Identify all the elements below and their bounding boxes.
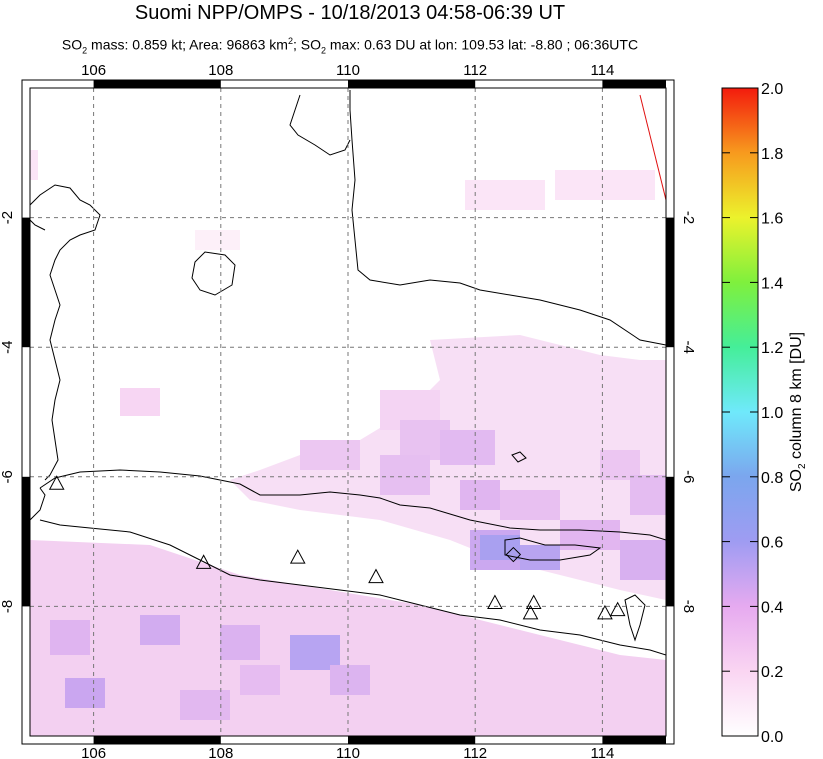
lat-tick-left: -4 [0, 341, 16, 354]
lon-tick-top: 114 [590, 62, 614, 79]
colorbar-tick-label: 1.8 [761, 146, 783, 163]
subtitle-mass: mass: 0.859 kt; Area: 96863 km [87, 36, 288, 53]
subtitle-so2-a-sub: 2 [82, 45, 88, 56]
lon-tick-bottom: 106 [81, 745, 106, 759]
map-subtitle: SO2 mass: 0.859 kt; Area: 96863 km2; SO2… [0, 36, 700, 55]
lon-tick-bottom: 108 [208, 745, 233, 759]
map-frame [21, 79, 675, 745]
lat-tick-left: -8 [0, 600, 16, 613]
volcano-triangle [522, 604, 539, 620]
lon-tick-bottom: 112 [463, 745, 487, 759]
graticule [30, 88, 666, 736]
colorbar-label-unit: column 8 km [DU] [787, 331, 805, 464]
max-diamond [505, 546, 522, 563]
colorbar-tick-label: 0.4 [761, 599, 783, 616]
lon-tick-bottom: 110 [336, 745, 360, 759]
colorbar-tick-label: 0.6 [761, 535, 783, 552]
so2-max-marker [505, 546, 522, 563]
coastlines [30, 90, 666, 656]
lon-tick-bottom: 114 [590, 745, 614, 759]
volcano-triangle [487, 594, 503, 610]
colorbar-tick-label: 0.0 [761, 729, 783, 746]
lat-tick-left: -6 [0, 470, 16, 483]
map-title: Suomi NPP/OMPS - 10/18/2013 04:58-06:39 … [134, 2, 566, 24]
volcano-triangle [195, 554, 212, 569]
volcano-triangle [289, 549, 306, 564]
lon-tick-top: 110 [336, 62, 360, 79]
colorbar-ticks: 0.0 0.2 0.4 0.6 0.8 1.0 1.2 1.4 1.6 1.8 2.0 [722, 81, 783, 746]
colorbar-tick-label: 1.6 [761, 211, 783, 228]
so2-pixels [30, 150, 666, 736]
subtitle-max: max: 0.63 DU at lon: 109.53 lat: -8.80 ;… [326, 36, 639, 53]
lon-tick-top: 108 [208, 62, 233, 79]
colorbar-tick-label: 1.4 [761, 275, 783, 292]
colorbar-tick-label: 1.0 [761, 405, 783, 422]
volcano-triangle [609, 601, 626, 617]
lat-tick-right: -4 [680, 341, 697, 354]
colorbar-tick-label: 2.0 [761, 81, 783, 98]
colorbar-label-so2: SO [787, 469, 805, 493]
colorbar-tick-label: 0.2 [761, 664, 783, 681]
colorbar-tick-label: 0.8 [761, 470, 783, 487]
subtitle-so2-a: SO [61, 36, 83, 53]
colorbar-tick-label: 1.2 [761, 340, 783, 357]
lat-tick-left: -2 [0, 211, 16, 224]
volcano-triangle [48, 475, 65, 490]
volcano-triangle [525, 594, 542, 610]
lat-tick-right: -2 [680, 211, 697, 224]
lat-tick-right: -6 [680, 470, 697, 483]
subtitle-km-sup: 2 [287, 36, 293, 46]
lon-tick-top: 106 [81, 62, 106, 79]
colorbar-label: SO2 column 8 km [DU] [788, 332, 808, 492]
axis-tick-labels: 106 106 108 108 110 110 112 112 114 114 -2 -2 -4 -4 -6… [0, 62, 697, 759]
lon-tick-top: 112 [463, 62, 487, 79]
lat-tick-right: -8 [680, 600, 697, 613]
colorbar-label-sub: 2 [797, 463, 809, 470]
subtitle-so2-b-sub: 2 [320, 45, 326, 56]
volcano-triangle [597, 604, 613, 620]
volcano-markers [48, 475, 626, 620]
volcano-triangle [368, 568, 384, 584]
subtitle-sep: ; SO [292, 36, 321, 53]
